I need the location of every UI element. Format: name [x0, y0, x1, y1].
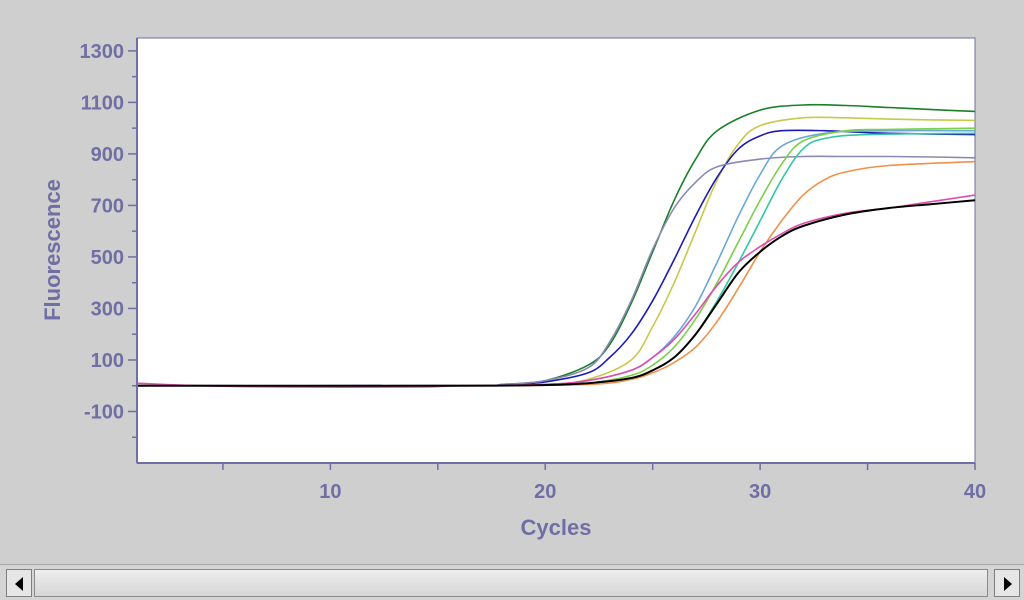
x-tick-label: 20 — [534, 481, 556, 503]
series-line-9 — [136, 194, 976, 388]
y-tick-label: 900 — [91, 144, 124, 166]
x-tick-label: 40 — [964, 481, 986, 503]
arrow-left-icon — [15, 577, 23, 591]
horizontal-scrollbar[interactable] — [0, 564, 1024, 600]
scroll-right-button[interactable] — [994, 569, 1020, 597]
plot-area — [136, 37, 976, 464]
arrow-right-icon — [1004, 577, 1012, 591]
y-tick-label: -100 — [84, 401, 124, 423]
x-tick-label: 10 — [319, 481, 341, 503]
y-tick-label: 700 — [91, 195, 124, 217]
scroll-left-button[interactable] — [6, 569, 32, 597]
y-tick-label: 500 — [91, 247, 124, 269]
y-tick-label: 1100 — [81, 92, 124, 114]
series-line-10 — [136, 199, 976, 387]
y-tick-label: 1300 — [80, 41, 125, 63]
y-axis-title: Fluorescence — [40, 179, 65, 321]
y-tick-label: 300 — [91, 298, 124, 320]
chart: -100 100 300 500 700 900 1100 1300 10 20 30 40 Cycl… — [40, 37, 987, 540]
tick-layer: -100 100 300 500 700 900 1100 1300 10 20 30 40 — [80, 41, 987, 503]
series-layer — [136, 103, 976, 388]
x-tick-label: 30 — [749, 481, 771, 503]
y-tick-label: 100 — [91, 350, 124, 372]
x-axis-title: Cycles — [521, 515, 592, 540]
scrollbar-thumb[interactable] — [34, 569, 988, 597]
